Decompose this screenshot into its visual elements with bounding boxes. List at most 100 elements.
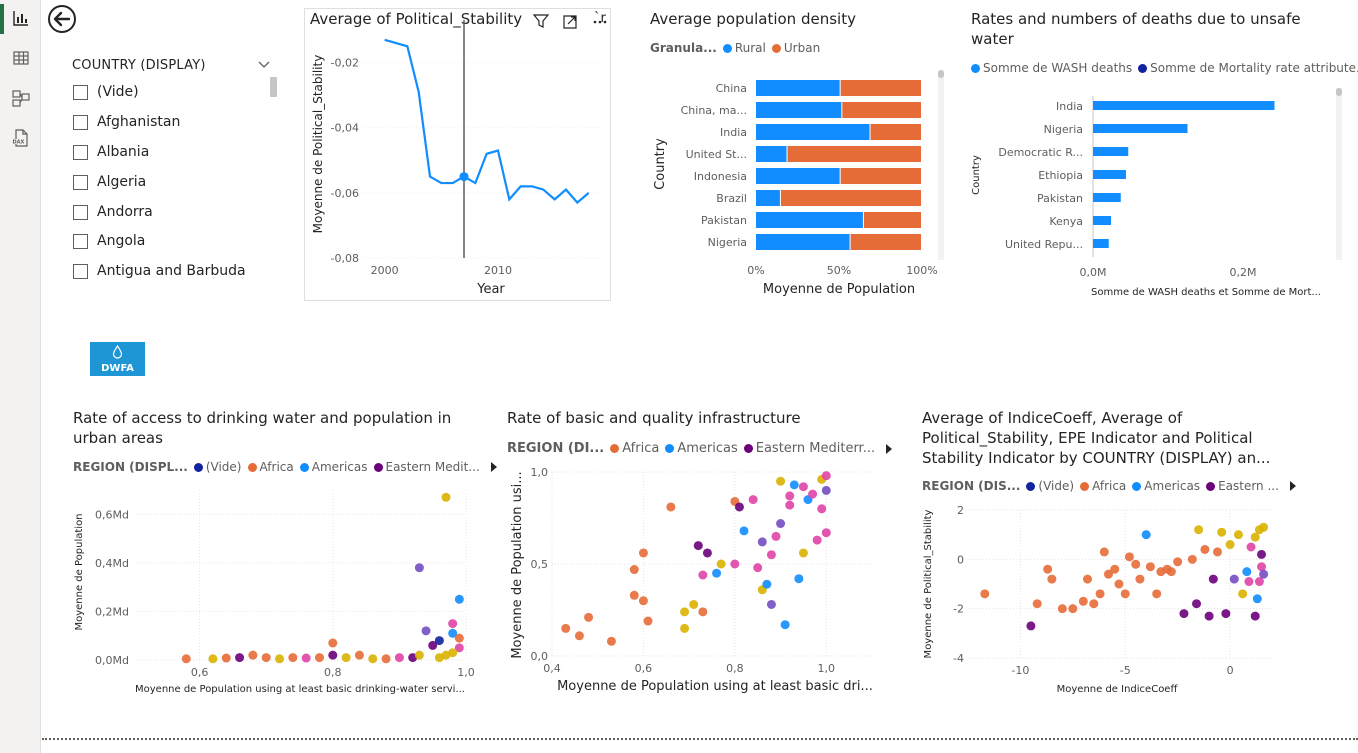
legend-dot: [1132, 481, 1142, 491]
indice-chart-title-line2: Political_Stability, EPE Indicator and P…: [922, 429, 1253, 447]
political-stability-visual[interactable]: [304, 8, 611, 301]
legend-title: REGION (DIS...: [922, 479, 1021, 493]
access-chart-title-line1: Rate of access to drinking water and pop…: [73, 409, 452, 427]
legend-dot: [743, 444, 753, 453]
density-chart-title: Average population density: [650, 10, 856, 28]
legend-item-urban[interactable]: Urban: [771, 41, 821, 55]
legend-dot: [771, 43, 781, 53]
svg-text:DAX: DAX: [13, 140, 25, 146]
legend-dot: [1138, 63, 1148, 73]
legend-item[interactable]: Africa: [247, 460, 294, 474]
legend-dot: [665, 444, 675, 453]
legend-item[interactable]: Eastern ...: [1206, 479, 1279, 493]
political-chart-title-overflow: `r: [594, 11, 606, 26]
legend-dot: [299, 462, 309, 472]
slicer-item-label: Albania: [97, 144, 150, 160]
legend-label: Eastern ...: [1218, 479, 1279, 493]
chevron-down-icon[interactable]: [257, 58, 271, 72]
density-scrollbar-thumb[interactable]: [938, 70, 944, 78]
checkbox[interactable]: [73, 114, 88, 130]
deaths-scrollbar-thumb[interactable]: [1336, 88, 1342, 96]
slicer-item-label: (Vide): [97, 84, 139, 100]
legend-dot: [247, 462, 257, 472]
checkbox[interactable]: [73, 84, 88, 100]
indice-chart-title-line3: Stability Indicator by COUNTRY (DISPLAY)…: [922, 449, 1271, 467]
legend-next-arrow-icon[interactable]: [490, 462, 498, 472]
legend-item-wash[interactable]: Somme de WASH deaths: [971, 61, 1132, 75]
legend-label: Somme de WASH deaths: [983, 61, 1133, 75]
slicer-item[interactable]: Andorra: [73, 202, 153, 222]
access-legend: REGION (DISPL... (Vide) Africa Americas …: [73, 460, 498, 474]
slicer-item[interactable]: Angola: [73, 231, 145, 251]
density-legend: Granula... Rural Urban: [650, 41, 826, 55]
table-icon[interactable]: [11, 48, 31, 68]
water-drop-icon: [112, 345, 123, 359]
slicer-item[interactable]: Afghanistan: [73, 112, 180, 132]
slicer-item[interactable]: Antigua and Barbuda: [73, 261, 246, 281]
slicer-scrollbar[interactable]: [270, 77, 277, 97]
slicer-item[interactable]: (Vide): [73, 82, 139, 102]
indice-legend: REGION (DIS... (Vide) Africa Americas Ea…: [922, 479, 1297, 493]
deaths-scrollbar-track[interactable]: [1336, 88, 1342, 260]
more-options-icon[interactable]: [593, 20, 607, 24]
page-bottom-divider: [42, 738, 1358, 740]
political-chart-title: Average of Political_Stability: [310, 10, 523, 28]
slicer-item[interactable]: Algeria: [73, 172, 146, 192]
access-chart-title-line2: urban areas: [73, 429, 163, 447]
active-view-indicator: [0, 4, 4, 34]
deaths-legend: Somme de WASH deaths Somme de Mortality …: [971, 61, 1358, 75]
legend-next-arrow-icon[interactable]: [1289, 481, 1297, 491]
checkbox[interactable]: [73, 204, 88, 220]
left-nav: DAX: [0, 0, 41, 753]
indice-chart-title-line1: Average of IndiceCoeff, Average of: [922, 409, 1183, 427]
legend-item[interactable]: (Vide): [193, 460, 242, 474]
legend-label: Urban: [783, 41, 821, 55]
slicer-item[interactable]: Albania: [73, 142, 149, 162]
filter-icon[interactable]: [532, 14, 550, 28]
legend-item-rural[interactable]: Rural: [722, 41, 766, 55]
legend-label: Americas: [311, 460, 368, 474]
visual-header: [532, 14, 607, 29]
infra-legend: REGION (DI... Africa Americas Eastern Me…: [507, 441, 893, 456]
back-arrow-icon[interactable]: [47, 4, 77, 34]
dwfa-logo: DWFA: [90, 342, 145, 376]
legend-item[interactable]: Africa: [1080, 479, 1126, 493]
slicer-item-label: Andorra: [97, 204, 153, 220]
slicer-item-label: Angola: [97, 233, 146, 249]
legend-label: (Vide): [205, 460, 242, 474]
legend-title: Granula...: [650, 41, 717, 55]
checkbox[interactable]: [73, 144, 88, 160]
legend-title: REGION (DISPL...: [73, 460, 188, 474]
legend-dot: [971, 63, 980, 73]
report-canvas: [42, 0, 1358, 753]
checkbox[interactable]: [73, 174, 88, 190]
legend-dot: [1026, 481, 1036, 491]
density-scrollbar-track[interactable]: [938, 70, 944, 260]
legend-item[interactable]: Eastern Medit...: [373, 460, 480, 474]
legend-label: Eastern Mediterr...: [755, 441, 876, 456]
legend-label: Americas: [1144, 479, 1201, 493]
legend-item[interactable]: Americas: [1132, 479, 1200, 493]
bar-chart-icon[interactable]: [11, 8, 31, 28]
legend-item-mortality[interactable]: Somme de Mortality rate attribute...: [1138, 61, 1358, 75]
legend-dot: [610, 444, 620, 453]
checkbox[interactable]: [73, 263, 88, 279]
legend-item[interactable]: (Vide): [1026, 479, 1074, 493]
legend-label: Africa: [622, 441, 660, 456]
model-icon[interactable]: [11, 88, 31, 108]
legend-item[interactable]: Eastern Mediterr...: [743, 441, 876, 456]
legend-item[interactable]: Africa: [610, 441, 659, 456]
dax-icon[interactable]: DAX: [11, 128, 31, 148]
legend-next-arrow-icon[interactable]: [885, 443, 893, 454]
checkbox[interactable]: [73, 233, 88, 249]
deaths-chart-title-line1: Rates and numbers of deaths due to unsaf…: [971, 10, 1301, 28]
legend-item[interactable]: Americas: [299, 460, 368, 474]
legend-dot: [373, 462, 383, 472]
legend-item[interactable]: Americas: [665, 441, 738, 456]
slicer-title: COUNTRY (DISPLAY): [72, 58, 206, 73]
focus-mode-icon[interactable]: [563, 15, 577, 29]
deaths-chart-title-line2: water: [971, 30, 1014, 48]
legend-label: Somme de Mortality rate attribute...: [1150, 61, 1358, 75]
legend-label: Rural: [734, 41, 766, 55]
legend-label: Americas: [677, 441, 738, 456]
